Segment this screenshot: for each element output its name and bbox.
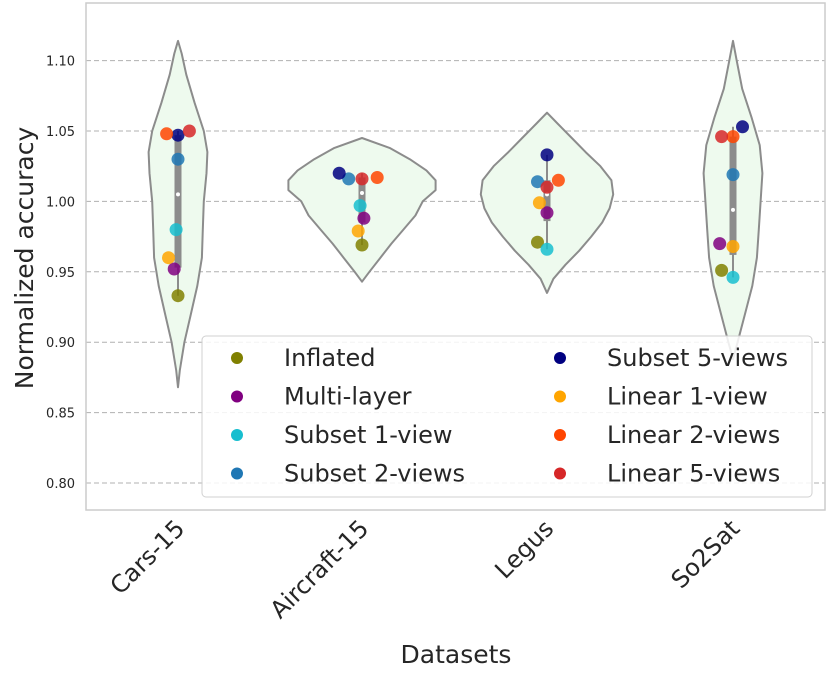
legend-marker (231, 429, 243, 441)
legend-box (201, 335, 813, 498)
data-point (160, 127, 174, 141)
x-tick-label: Cars-15 (105, 514, 191, 600)
data-point (182, 124, 196, 138)
data-point (355, 238, 369, 252)
x-axis-label: Datasets (401, 640, 512, 669)
data-point (540, 180, 554, 194)
legend-marker (231, 390, 243, 403)
data-point (551, 173, 565, 187)
y-tick-label: 1.10 (46, 55, 75, 70)
x-tick-label: So2Sat (666, 514, 746, 594)
legend-label: Linear 2-views (607, 421, 780, 449)
legend-label: Subset 5-views (607, 344, 788, 372)
data-points (160, 120, 749, 303)
legend-marker (554, 352, 566, 364)
data-point (342, 172, 356, 186)
legend: Inflated Multi-layer Subset 1-view Subset 2… (201, 335, 813, 498)
data-point (370, 171, 384, 184)
data-point (726, 130, 740, 144)
data-point (726, 168, 740, 182)
legend-label: Linear 5-views (607, 460, 780, 488)
data-point (357, 211, 371, 225)
plot-frame (85, 2, 826, 511)
violin-median (360, 190, 364, 195)
legend-label: Inflated (284, 344, 376, 372)
data-point (532, 196, 546, 210)
legend-marker (554, 429, 566, 441)
data-point (171, 128, 185, 142)
y-tick-label: 1.05 (46, 125, 75, 140)
violin-median (731, 207, 735, 212)
data-point (351, 224, 365, 238)
y-tick-label: 1.00 (46, 195, 75, 210)
x-tick-labels: Cars-15 Aircraft-15 Legus So2Sat (105, 514, 746, 623)
y-tick-label: 0.80 (46, 477, 75, 492)
data-point (726, 270, 740, 284)
y-tick-label: 0.95 (46, 266, 75, 281)
data-point (171, 289, 185, 303)
violin-iqr-box (543, 180, 551, 222)
violin-iqr-box (174, 135, 182, 268)
data-point (171, 152, 185, 166)
data-point (540, 148, 554, 162)
data-point (531, 235, 544, 249)
violins (147, 39, 764, 389)
data-point (540, 206, 554, 220)
legend-label: Multi-layer (284, 383, 412, 411)
legend-marker (554, 390, 566, 403)
data-point (169, 223, 183, 237)
y-tick-label: 0.90 (46, 336, 75, 351)
legend-marker (554, 467, 566, 480)
y-tick-labels: 0.80 0.85 0.90 0.95 1.00 1.05 1.10 (46, 55, 75, 492)
legend-label: Subset 1-view (284, 421, 453, 449)
data-point (167, 262, 181, 276)
y-axis-label: Normalized accuracy (10, 127, 39, 390)
data-point (726, 240, 740, 253)
y-tick-label: 0.85 (46, 407, 75, 422)
legend-label: Linear 1-view (607, 383, 768, 411)
data-point (531, 175, 544, 189)
violin-iqr-box (729, 136, 737, 255)
data-point (736, 120, 749, 134)
data-point (355, 172, 369, 186)
violin-median (176, 192, 180, 197)
data-point (540, 242, 554, 256)
data-point (332, 166, 346, 180)
legend-label: Subset 2-views (284, 460, 465, 488)
data-point (715, 130, 729, 144)
data-point (713, 237, 727, 251)
x-tick-label: Legus (489, 514, 559, 584)
data-point (353, 199, 367, 213)
data-point (162, 251, 175, 265)
legend-marker (231, 467, 243, 480)
x-tick-label: Aircraft-15 (265, 514, 374, 623)
legend-marker (231, 352, 243, 364)
data-point (715, 263, 729, 277)
